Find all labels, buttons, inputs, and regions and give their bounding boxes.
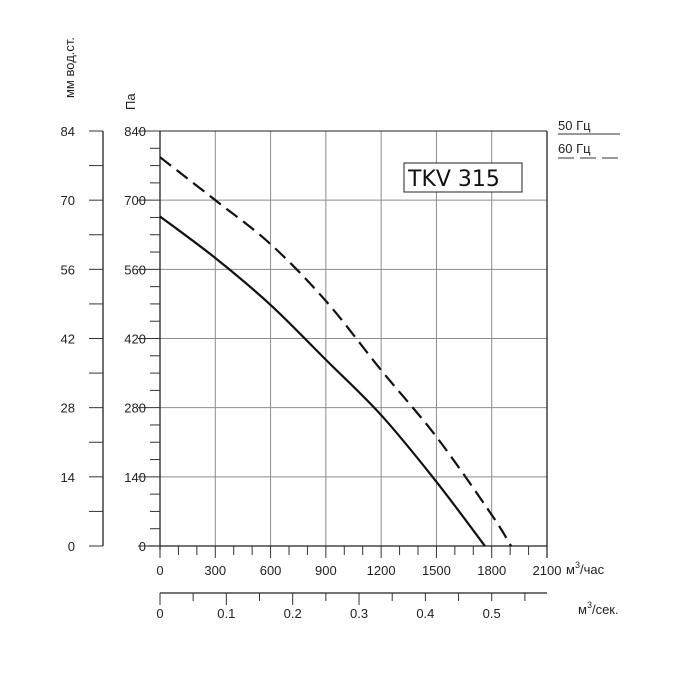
performance-curves bbox=[159, 156, 512, 547]
x-sec-unit-sup: 3 bbox=[587, 600, 592, 610]
x-main-tick-label: 0 bbox=[156, 563, 163, 578]
y-outer-tick-label: 84 bbox=[61, 124, 75, 139]
y-inner-tick-label: 700 bbox=[124, 193, 146, 208]
y-outer-tick-label: 42 bbox=[61, 332, 75, 347]
y-inner-tick-label: 0 bbox=[139, 539, 146, 554]
x-main-tick-label: 1800 bbox=[477, 563, 506, 578]
x-secondary-tick-label: 0.4 bbox=[416, 606, 434, 621]
y-outer-tick-label: 70 bbox=[61, 193, 75, 208]
x-sec-unit-suffix: /сек. bbox=[592, 602, 619, 617]
model-title: TKV 315 bbox=[407, 167, 500, 192]
x-sec-unit-label: м3/сек. bbox=[578, 600, 619, 617]
y-outer-tick-label: 28 bbox=[61, 401, 75, 416]
legend-50hz-label: 50 Гц bbox=[558, 118, 591, 133]
x-main-unit-label: м3/час bbox=[566, 560, 605, 577]
y-inner-tick-label: 280 bbox=[124, 401, 146, 416]
curve-50hz-solid bbox=[159, 215, 486, 547]
grid-lines bbox=[160, 131, 547, 546]
y-inner-tick-label: 840 bbox=[124, 124, 146, 139]
y-inner-unit-label: Па bbox=[123, 93, 138, 110]
model-title-box: TKV 315 bbox=[403, 162, 523, 193]
x-secondary-tick-label: 0 bbox=[156, 606, 163, 621]
curve-60hz-dashed bbox=[159, 156, 512, 547]
x-main-tick-label: 900 bbox=[315, 563, 337, 578]
x-main-tick-label: 1500 bbox=[422, 563, 451, 578]
legend: 50 Гц 60 Гц bbox=[558, 118, 620, 159]
x-secondary-tick-label: 0.3 bbox=[350, 606, 368, 621]
x-secondary-tick-label: 0.5 bbox=[483, 606, 501, 621]
x-secondary-tick-label: 0.2 bbox=[284, 606, 302, 621]
y-inner-tick-label: 420 bbox=[124, 332, 146, 347]
y-inner-tick-label: 140 bbox=[124, 470, 146, 485]
x-main-tick-label: 600 bbox=[260, 563, 282, 578]
x-main-tick-label: 2100 bbox=[533, 563, 562, 578]
y-outer-tick-label: 56 bbox=[61, 262, 75, 277]
x-main-unit-sup: 3 bbox=[575, 560, 580, 570]
y-outer-tick-label: 14 bbox=[61, 470, 75, 485]
x-main-unit-base: м bbox=[566, 562, 575, 577]
x-main-tick-label: 300 bbox=[204, 563, 226, 578]
y-outer-tick-label: 0 bbox=[68, 539, 75, 554]
legend-60hz-label: 60 Гц bbox=[558, 141, 591, 156]
x-secondary-tick-label: 0.1 bbox=[217, 606, 235, 621]
x-main-unit-suffix: /час bbox=[580, 562, 605, 577]
y-outer-unit-label: мм вод.ст. bbox=[62, 37, 77, 98]
x-sec-unit-base: м bbox=[578, 602, 587, 617]
y-inner-tick-label: 560 bbox=[124, 262, 146, 277]
axes bbox=[89, 130, 548, 605]
x-main-tick-label: 1200 bbox=[367, 563, 396, 578]
